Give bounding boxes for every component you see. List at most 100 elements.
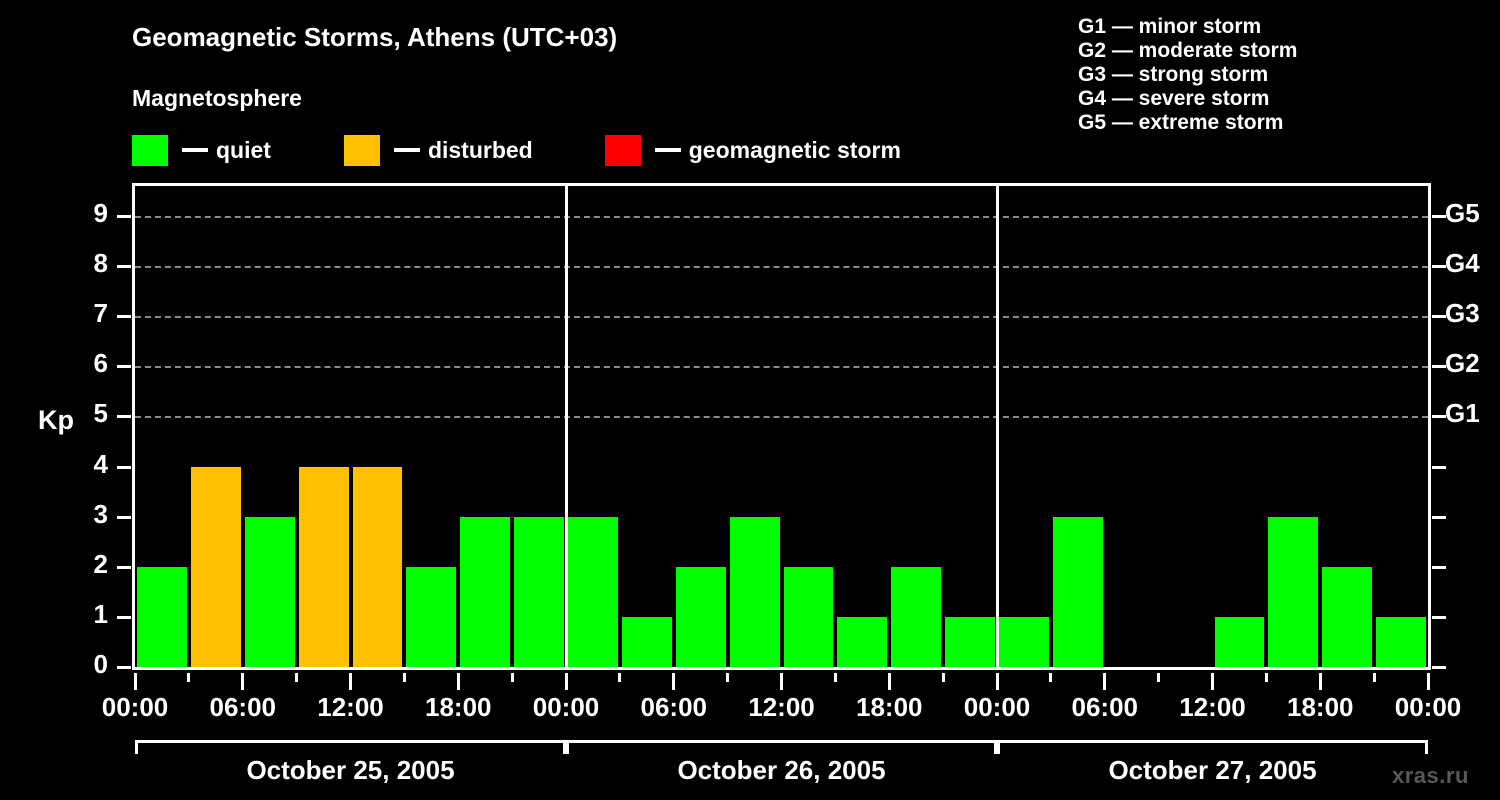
g-scale-line-5: G5 — extreme storm (1078, 111, 1284, 134)
x-tick-minor-15 (941, 673, 945, 682)
x-tick-minor-21 (1264, 673, 1268, 682)
g-tick-label-G3: G3 (1445, 298, 1480, 329)
y-tick-label-8: 8 (93, 248, 108, 279)
x-tick-minor-23 (1372, 673, 1376, 682)
g-axis-minor-tick-0 (1432, 666, 1446, 669)
x-tick-major-8 (564, 673, 568, 690)
legend-item-geomagnetic-storm: geomagnetic storm (604, 133, 901, 167)
legend-dash-icon (654, 148, 681, 152)
bar-series (135, 186, 1428, 667)
y-axis-label: Kp (38, 405, 74, 435)
red-square-icon (604, 134, 641, 166)
x-tick-major-10 (672, 673, 676, 690)
g-tick-label-G5: G5 (1445, 198, 1480, 229)
gridline-kp-5 (135, 416, 1428, 419)
g-tick-mark-G3 (1432, 315, 1446, 319)
bar (568, 516, 618, 667)
bar (514, 516, 564, 667)
y-tick-label-9: 9 (93, 198, 108, 229)
bar (406, 566, 457, 667)
bar (1322, 566, 1373, 667)
bar (999, 616, 1049, 667)
gridline-kp-8 (135, 266, 1428, 269)
y-tick-label-6: 6 (93, 348, 108, 379)
color-legend: quiet disturbed geomagnetic storm (132, 133, 901, 167)
bar (1268, 516, 1319, 667)
bar (675, 566, 726, 667)
y-tick-mark-7 (117, 315, 131, 319)
x-tick-major-24 (1426, 673, 1430, 690)
x-tick-minor-9 (618, 673, 622, 682)
x-tick-label-6: 12:00 (748, 692, 815, 722)
x-tick-label-9: 06:00 (1071, 692, 1139, 722)
x-tick-label-10: 12:00 (1179, 692, 1246, 722)
legend-dash-icon (393, 148, 420, 152)
y-tick-label-5: 5 (93, 398, 108, 429)
g-tick-label-G1: G1 (1445, 398, 1480, 429)
bar (352, 466, 403, 667)
plot-area (132, 183, 1431, 670)
x-tick-major-14 (887, 673, 891, 690)
g-tick-label-G2: G2 (1445, 348, 1480, 379)
x-tick-label-1: 06:00 (209, 692, 277, 722)
bar (837, 616, 888, 667)
x-tick-label-4: 00:00 (532, 692, 600, 722)
day-divider-1 (564, 186, 568, 667)
y-tick-mark-8 (117, 265, 131, 269)
date-bracket-3 (997, 740, 1428, 754)
bar (298, 466, 349, 667)
bar (1376, 616, 1426, 667)
g-scale-line-1: G1 — minor storm (1078, 15, 1262, 38)
y-tick-mark-4 (117, 465, 131, 469)
subheading: Magnetosphere (132, 85, 302, 111)
g-scale-line-3: G3 — strong storm (1078, 63, 1269, 86)
gridline-kp-7 (135, 316, 1428, 319)
g-tick-mark-G2 (1432, 365, 1446, 369)
x-tick-label-3: 18:00 (425, 692, 492, 722)
x-tick-label-2: 12:00 (317, 692, 384, 722)
y-tick-label-0: 0 (93, 649, 108, 679)
x-tick-minor-3 (295, 673, 299, 682)
legend-dash-icon (182, 148, 208, 152)
bar (137, 566, 187, 667)
day-divider-2 (995, 186, 999, 667)
g-axis-minor-tick-1 (1432, 615, 1446, 619)
legend-label: disturbed (427, 136, 533, 163)
g-scale-line-4: G4 — severe storm (1078, 87, 1270, 110)
watermark: xras.ru (1392, 763, 1469, 788)
x-tick-minor-7 (510, 673, 514, 682)
x-tick-major-22 (1318, 673, 1322, 690)
x-tick-minor-19 (1157, 673, 1161, 682)
x-tick-major-12 (780, 673, 783, 690)
legend-item-quiet: quiet (132, 133, 271, 167)
day-dividers (135, 186, 1428, 667)
date-label-1: October 25, 2005 (246, 755, 455, 785)
bar (244, 516, 295, 667)
date-label-2: October 26, 2005 (677, 755, 886, 785)
page-title: Geomagnetic Storms, Athens (UTC+03) (132, 22, 618, 52)
bar (621, 616, 672, 667)
g-tick-mark-G5 (1432, 215, 1446, 219)
y-tick-mark-9 (117, 215, 131, 219)
x-tick-major-16 (995, 673, 999, 690)
bar (783, 566, 834, 667)
x-tick-major-20 (1211, 673, 1214, 690)
orange-square-icon (343, 134, 380, 166)
y-tick-label-3: 3 (93, 498, 108, 529)
y-tick-label-2: 2 (93, 548, 108, 579)
x-tick-major-2 (241, 673, 245, 690)
g-scale-line-2: G2 — moderate storm (1078, 39, 1298, 62)
legend-item-disturbed: disturbed (343, 133, 533, 167)
y-tick-mark-2 (117, 565, 131, 569)
y-tick-mark-3 (117, 515, 131, 519)
bar (1052, 516, 1103, 667)
y-tick-mark-6 (117, 365, 131, 369)
g-scale-legend: G1 — minor storm G2 — moderate storm G3 — … (1078, 15, 1488, 135)
y-tick-label-1: 1 (93, 598, 108, 629)
x-tick-major-18 (1103, 673, 1107, 690)
x-tick-label-11: 18:00 (1287, 692, 1354, 722)
date-bracket-1 (135, 740, 566, 754)
date-bracket-2 (566, 740, 997, 754)
y-tick-mark-1 (117, 615, 131, 619)
